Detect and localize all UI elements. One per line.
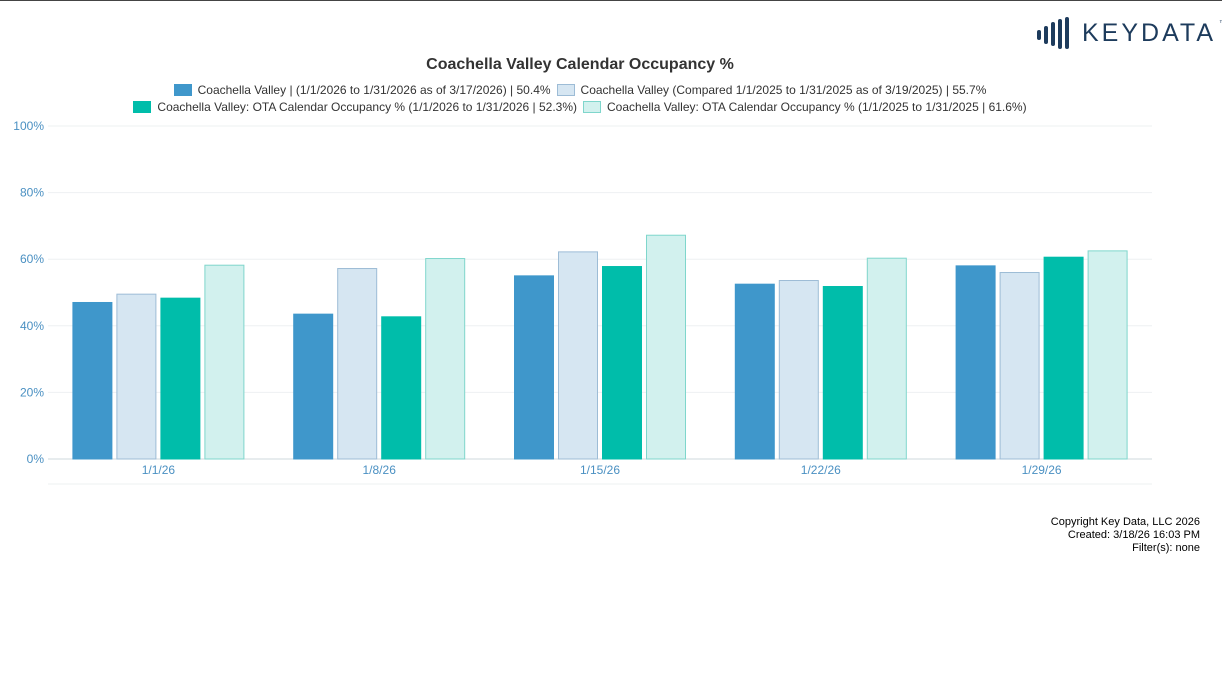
y-tick-label: 20% (20, 385, 44, 399)
y-tick-label: 0% (27, 452, 45, 466)
bar-series-2 (337, 268, 378, 460)
bar-series-3 (1043, 256, 1084, 460)
y-tick-label: 100% (13, 119, 44, 133)
bar-series-4 (646, 234, 686, 460)
legend-label-series-2: Coachella Valley (Compared 1/1/2025 to 1… (580, 83, 987, 97)
x-tick-label: 1/22/26 (801, 463, 841, 477)
bar-series-2 (558, 251, 598, 460)
bar-series-2 (116, 293, 157, 460)
legend-item-series-2[interactable]: Coachella Valley (Compared 1/1/2025 to 1… (556, 83, 987, 97)
chart-title: Coachella Valley Calendar Occupancy % (426, 56, 734, 73)
legend-item-series-3[interactable]: Coachella Valley: OTA Calendar Occupancy… (133, 100, 577, 114)
legend-swatch-series-1 (173, 84, 192, 96)
bar-series-1 (955, 265, 996, 460)
bar-series-1 (514, 275, 554, 460)
bar-series-3 (381, 316, 422, 460)
legend-label-series-1: Coachella Valley | (1/1/2026 to 1/31/202… (197, 83, 551, 97)
bar-series-3 (160, 297, 201, 460)
x-tick-label: 1/8/26 (363, 463, 397, 477)
legend-row-1: Coachella Valley | (1/1/2026 to 1/31/202… (0, 83, 1160, 97)
filters-text: Filter(s): none (1132, 542, 1200, 554)
legend-swatch-series-2 (556, 84, 575, 96)
copyright-text: Copyright Key Data, LLC 2026 (1050, 516, 1200, 528)
x-tick-label: 1/1/26 (142, 463, 176, 477)
bar-series-4 (204, 264, 245, 460)
keydata-bars-icon (1037, 17, 1069, 49)
legend-label-series-4: Coachella Valley: OTA Calendar Occupancy… (607, 100, 1027, 114)
bar-series-4 (1087, 250, 1128, 460)
x-tick-label: 1/29/26 (1022, 463, 1062, 477)
bar-series-2 (778, 280, 819, 460)
bar-series-2 (999, 272, 1040, 460)
keydata-wordmark: KEYDATA™ (1082, 19, 1222, 48)
trademark-symbol: ™ (1219, 20, 1222, 27)
bar-series-1 (293, 313, 334, 460)
report-footer: Copyright Key Data, LLC 2026 Created: 3/… (1051, 516, 1200, 555)
bar-series-1 (72, 301, 113, 460)
legend-item-series-4[interactable]: Coachella Valley: OTA Calendar Occupancy… (583, 100, 1027, 114)
bar-series-3 (602, 266, 642, 460)
legend-item-series-1[interactable]: Coachella Valley | (1/1/2026 to 1/31/202… (173, 83, 551, 97)
legend-row-2: Coachella Valley: OTA Calendar Occupancy… (0, 100, 1160, 114)
bar-series-4 (866, 257, 907, 460)
keydata-logo: KEYDATA™ (1036, 16, 1222, 50)
legend-label-series-3: Coachella Valley: OTA Calendar Occupancy… (157, 100, 577, 114)
legend-swatch-series-3 (133, 101, 152, 113)
x-tick-label: 1/15/26 (580, 463, 620, 477)
bar-series-4 (425, 258, 466, 460)
bar-series-3 (822, 286, 863, 460)
legend-swatch-series-4 (583, 101, 601, 113)
y-tick-label: 80% (20, 186, 44, 200)
y-tick-label: 40% (20, 319, 44, 333)
y-tick-label: 60% (20, 252, 44, 266)
bar-series-1 (734, 283, 775, 460)
bar-chart: 0% 20% 40% 60% 80% 100% 1/1/26 1/8/26 1/15/26 1/2… (13, 119, 1152, 485)
created-timestamp: Created: 3/18/26 16:03 PM (1067, 529, 1200, 541)
